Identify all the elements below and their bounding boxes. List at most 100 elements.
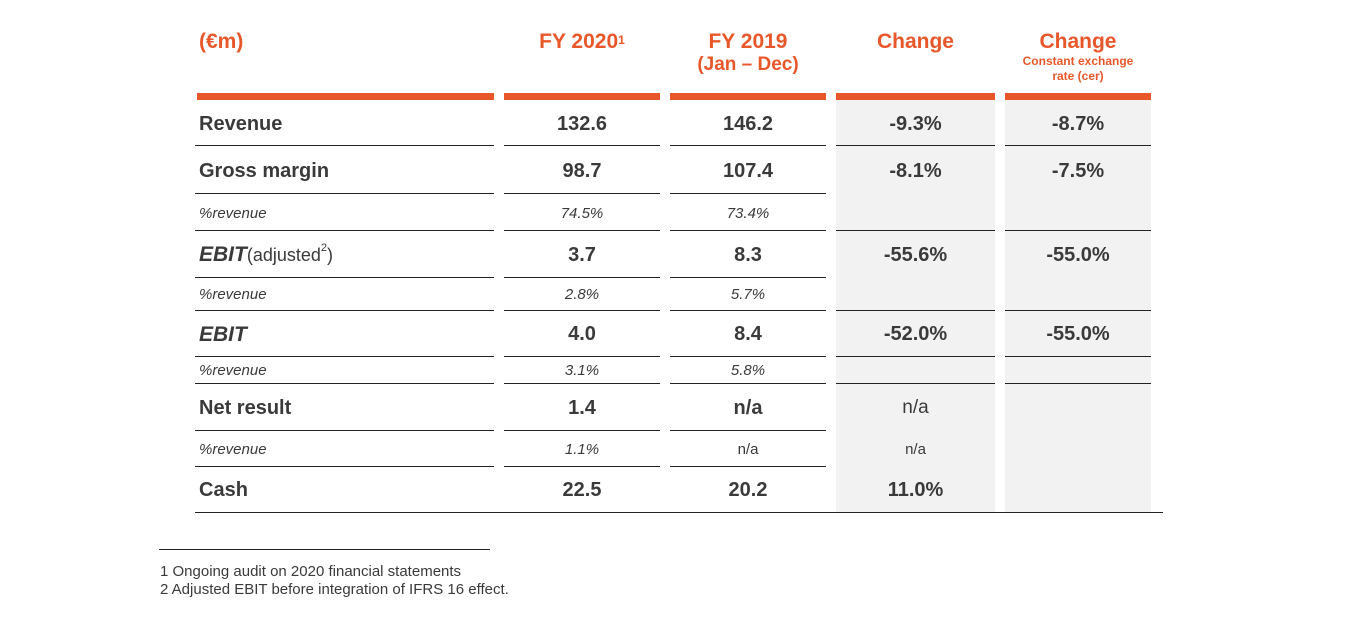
divider bbox=[1005, 230, 1151, 231]
row-revenue-label: Revenue bbox=[199, 113, 283, 135]
row-net-result-pct-fy2020: 1.1% bbox=[564, 441, 600, 458]
row-gross-margin-pct-fy2020: 74.5% bbox=[560, 204, 604, 222]
row-gross-margin-change: -8.1% bbox=[889, 159, 942, 182]
divider bbox=[195, 356, 494, 357]
row-gross-margin-pct-fy2019: 73.4% bbox=[726, 204, 770, 222]
divider bbox=[670, 145, 826, 146]
row-gross-margin-fy2019: 107.4 bbox=[722, 159, 774, 182]
row-revenue-change-cer: -8.7% bbox=[1051, 113, 1105, 135]
divider bbox=[504, 277, 660, 278]
row-ebit-pct-label: %revenue bbox=[199, 362, 267, 379]
divider bbox=[504, 383, 660, 384]
divider bbox=[670, 193, 826, 194]
row-net-result-pct-fy2019: n/a bbox=[737, 441, 759, 458]
row-ebit-adj-pct-fy2020: 2.8% bbox=[564, 286, 600, 303]
header-fy2019-sub: (Jan – Dec) bbox=[697, 54, 799, 75]
divider bbox=[195, 383, 494, 384]
row-cash-label: Cash bbox=[199, 479, 248, 501]
row-ebit-fy2020: 4.0 bbox=[568, 323, 596, 345]
header-bar-label bbox=[197, 93, 494, 100]
divider bbox=[195, 145, 494, 146]
divider bbox=[1005, 383, 1151, 384]
divider bbox=[1005, 310, 1151, 311]
divider bbox=[836, 230, 995, 231]
header-change: Change bbox=[876, 30, 954, 53]
row-cash-change: 11.0% bbox=[887, 479, 944, 501]
row-ebit-pct-fy2020: 3.1% bbox=[564, 362, 600, 379]
footnote-2: 2 Adjusted EBIT before integration of IF… bbox=[160, 581, 509, 598]
divider bbox=[504, 356, 660, 357]
row-ebit-adj-fy2019: 8.3 bbox=[734, 243, 762, 266]
row-ebit-adj-fy2020: 3.7 bbox=[568, 243, 596, 266]
divider bbox=[836, 310, 995, 311]
row-ebit-change: -52.0% bbox=[883, 323, 948, 345]
divider bbox=[195, 230, 494, 231]
divider bbox=[504, 193, 660, 194]
header-fy2020-label: FY 2020 bbox=[539, 30, 619, 53]
divider bbox=[504, 310, 660, 311]
row-cash-fy2019: 20.2 bbox=[728, 479, 768, 501]
row-revenue-fy2019: 146.2 bbox=[722, 113, 774, 135]
row-cash-fy2020: 22.5 bbox=[562, 479, 602, 501]
divider bbox=[195, 430, 494, 431]
table-bottom-rule bbox=[195, 512, 1163, 513]
row-ebit-adj-label-main: EBIT bbox=[199, 243, 247, 266]
row-ebit-adj-label-paren: (adjusted bbox=[246, 244, 321, 265]
header-fy2019-label: FY 2019 bbox=[708, 30, 788, 53]
change-cer-column-shade bbox=[1005, 100, 1151, 512]
row-net-result-label: Net result bbox=[199, 396, 292, 419]
row-ebit-change-cer: -55.0% bbox=[1046, 323, 1110, 345]
divider bbox=[670, 466, 826, 467]
row-ebit-adj-label: EBIT (adjusted2) bbox=[195, 233, 494, 277]
row-ebit-adj-label-sup: 2 bbox=[320, 241, 328, 254]
divider bbox=[836, 383, 995, 384]
header-bar-fy2020 bbox=[504, 93, 660, 100]
row-net-result-fy2020: 1.4 bbox=[568, 396, 596, 419]
row-ebit-fy2019: 8.4 bbox=[734, 323, 762, 345]
divider bbox=[195, 466, 494, 467]
header-bar-fy2019 bbox=[670, 93, 826, 100]
row-revenue-change: -9.3% bbox=[889, 113, 942, 135]
divider bbox=[1005, 356, 1151, 357]
header-bar-change-cer bbox=[1005, 93, 1151, 100]
header-fy2020-sup: 1 bbox=[618, 33, 625, 47]
divider bbox=[504, 430, 660, 431]
divider bbox=[836, 356, 995, 357]
header-change-cer-label: Change bbox=[1039, 30, 1117, 53]
divider bbox=[195, 310, 494, 311]
row-ebit-label: EBIT bbox=[199, 322, 247, 346]
row-ebit-adj-label-paren-close: ) bbox=[327, 244, 334, 265]
header-bar-change bbox=[836, 93, 995, 100]
divider bbox=[670, 310, 826, 311]
row-net-result-pct-label: %revenue bbox=[199, 441, 267, 458]
divider bbox=[670, 430, 826, 431]
header-fy2020: FY 20201 bbox=[504, 30, 660, 54]
row-gross-margin-change-cer: -7.5% bbox=[1051, 159, 1105, 182]
row-net-result-change: n/a bbox=[902, 397, 929, 418]
row-ebit-adj-pct-fy2019: 5.7% bbox=[730, 286, 766, 303]
header-change-cer-note-2: rate (cer) bbox=[1052, 69, 1104, 83]
row-revenue-fy2020: 132.6 bbox=[556, 113, 608, 135]
footnote-divider bbox=[159, 549, 490, 550]
header-change-cer: Change Constant exchange rate (cer) bbox=[1005, 30, 1151, 84]
row-ebit-pct-fy2019: 5.8% bbox=[730, 362, 766, 379]
row-gross-margin-fy2020: 98.7 bbox=[562, 159, 602, 182]
divider bbox=[504, 466, 660, 467]
header-fy2019: FY 2019 (Jan – Dec) bbox=[670, 30, 826, 76]
row-ebit-adj-change-cer: -55.0% bbox=[1046, 243, 1110, 266]
divider bbox=[670, 356, 826, 357]
footnote-1: 1 Ongoing audit on 2020 financial statem… bbox=[160, 563, 462, 580]
divider bbox=[195, 193, 494, 194]
divider bbox=[670, 383, 826, 384]
divider bbox=[670, 277, 826, 278]
divider bbox=[195, 277, 494, 278]
divider bbox=[670, 230, 826, 231]
row-net-result-fy2019: n/a bbox=[733, 396, 763, 419]
row-ebit-adj-pct-label: %revenue bbox=[199, 286, 267, 303]
divider bbox=[504, 145, 660, 146]
divider bbox=[836, 145, 995, 146]
divider bbox=[504, 230, 660, 231]
change-column-shade bbox=[836, 100, 995, 512]
header-change-cer-note-1: Constant exchange bbox=[1022, 54, 1134, 68]
unit-label: (€m) bbox=[199, 30, 244, 53]
